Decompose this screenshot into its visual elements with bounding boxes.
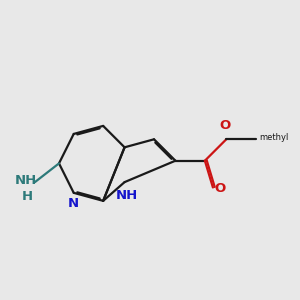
Text: methyl: methyl [260, 134, 289, 142]
Text: O: O [214, 182, 225, 195]
Text: N: N [68, 197, 79, 210]
Text: H: H [21, 190, 32, 203]
Text: NH: NH [116, 189, 138, 202]
Text: O: O [219, 119, 231, 132]
Text: NH: NH [14, 174, 37, 187]
